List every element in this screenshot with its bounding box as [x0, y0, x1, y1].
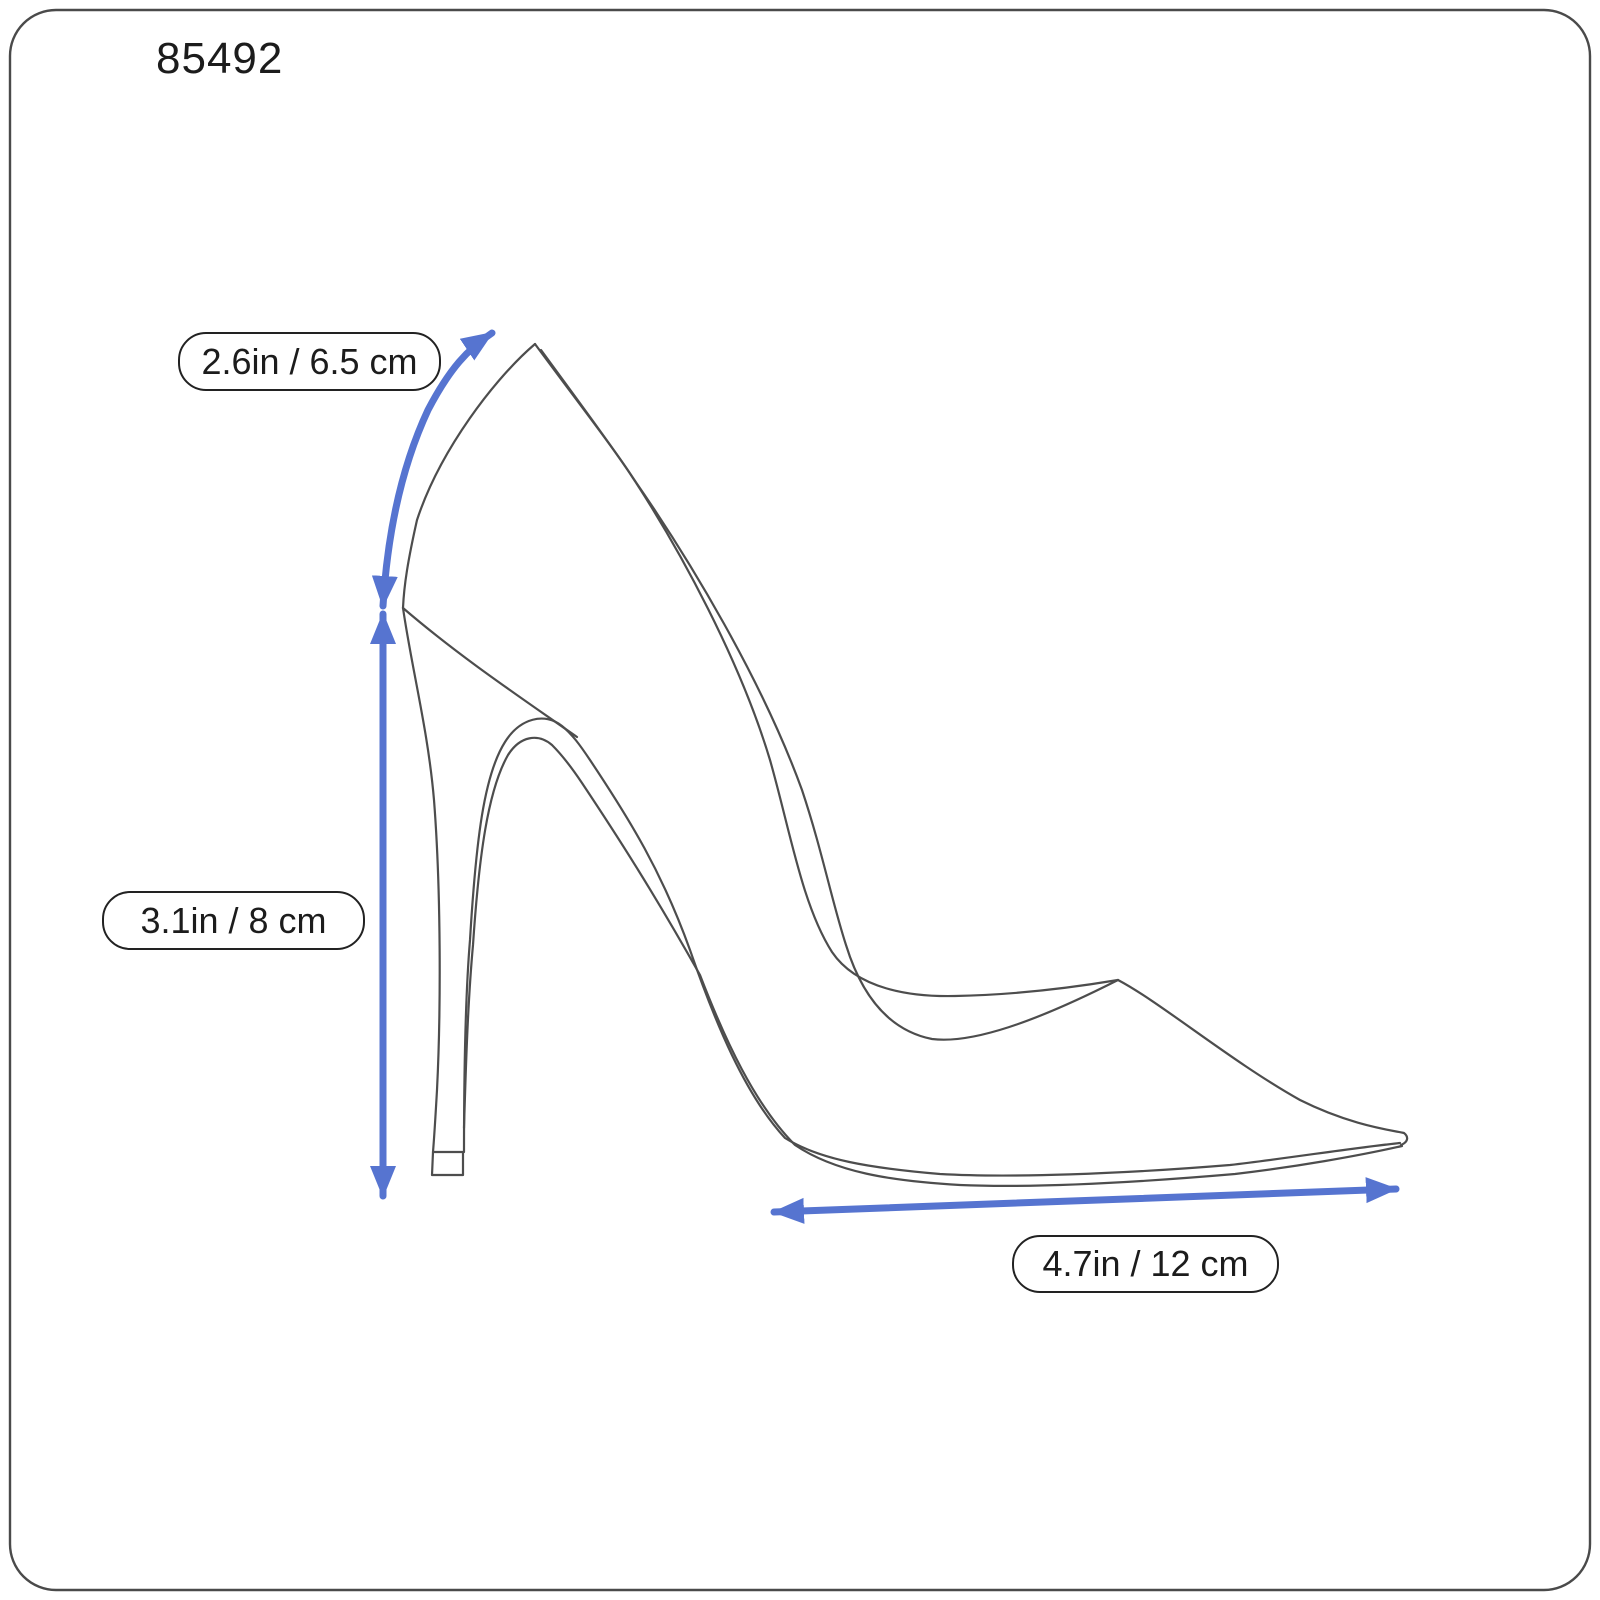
product-code: 85492	[156, 34, 284, 83]
sole-length-measure-label: 4.7in / 12 cm	[1012, 1235, 1279, 1293]
heel-height-measure-label: 3.1in / 8 cm	[102, 891, 365, 950]
heel-counter-curved-arrow	[371, 329, 496, 610]
sole-length-horizontal-arrow	[770, 1177, 1400, 1224]
measure-arrows	[370, 329, 1400, 1224]
heel-counter-measure-label: 2.6in / 6.5 cm	[178, 332, 441, 391]
page-border	[8, 8, 1592, 1592]
shoe-outline	[401, 342, 1409, 1187]
